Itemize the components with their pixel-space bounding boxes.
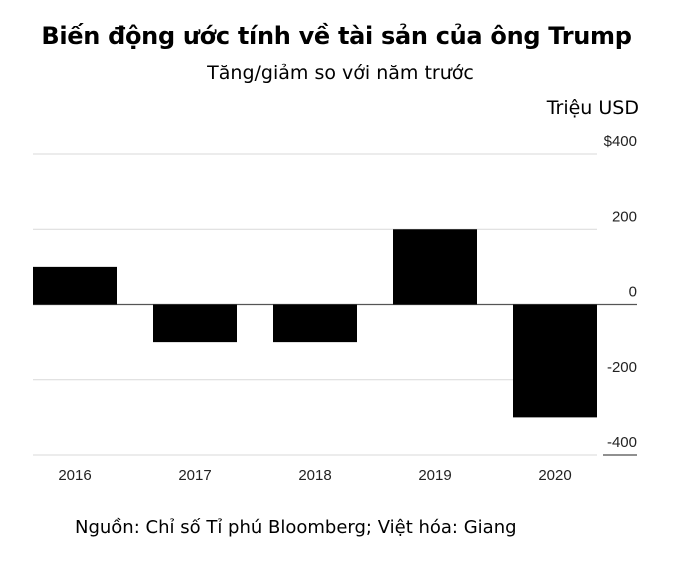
x-tick-label: 2019 xyxy=(418,467,451,484)
bar-2017 xyxy=(153,304,237,343)
chart-title: Biến động ước tính về tài sản của ông Tr… xyxy=(41,22,632,50)
x-tick-label: 2020 xyxy=(538,467,571,484)
bar-2018 xyxy=(273,304,357,343)
bar-2016 xyxy=(33,266,117,305)
y-tick-label: $400 xyxy=(604,133,637,150)
x-tick-label: 2018 xyxy=(298,467,331,484)
source-note: Nguồn: Chỉ số Tỉ phú Bloomberg; Việt hóa… xyxy=(75,517,517,538)
chart-subtitle: Tăng/giảm so với năm trước xyxy=(207,62,474,84)
x-tick-labels: 2016 2017 2018 2019 2020 xyxy=(58,467,571,484)
bar-2020 xyxy=(513,304,597,418)
bars xyxy=(33,229,597,418)
x-tick-label: 2016 xyxy=(58,467,91,484)
y-tick-label: -400 xyxy=(607,434,637,451)
y-tick-label: 200 xyxy=(612,208,637,225)
x-tick-label: 2017 xyxy=(178,467,211,484)
y-tick-labels: $400 200 0 -200 -400 xyxy=(604,133,637,451)
bar-2019 xyxy=(393,229,477,305)
y-tick-label: 0 xyxy=(629,284,637,301)
y-axis-unit-label: Triệu USD xyxy=(546,97,639,119)
y-tick-label: -200 xyxy=(607,359,637,376)
